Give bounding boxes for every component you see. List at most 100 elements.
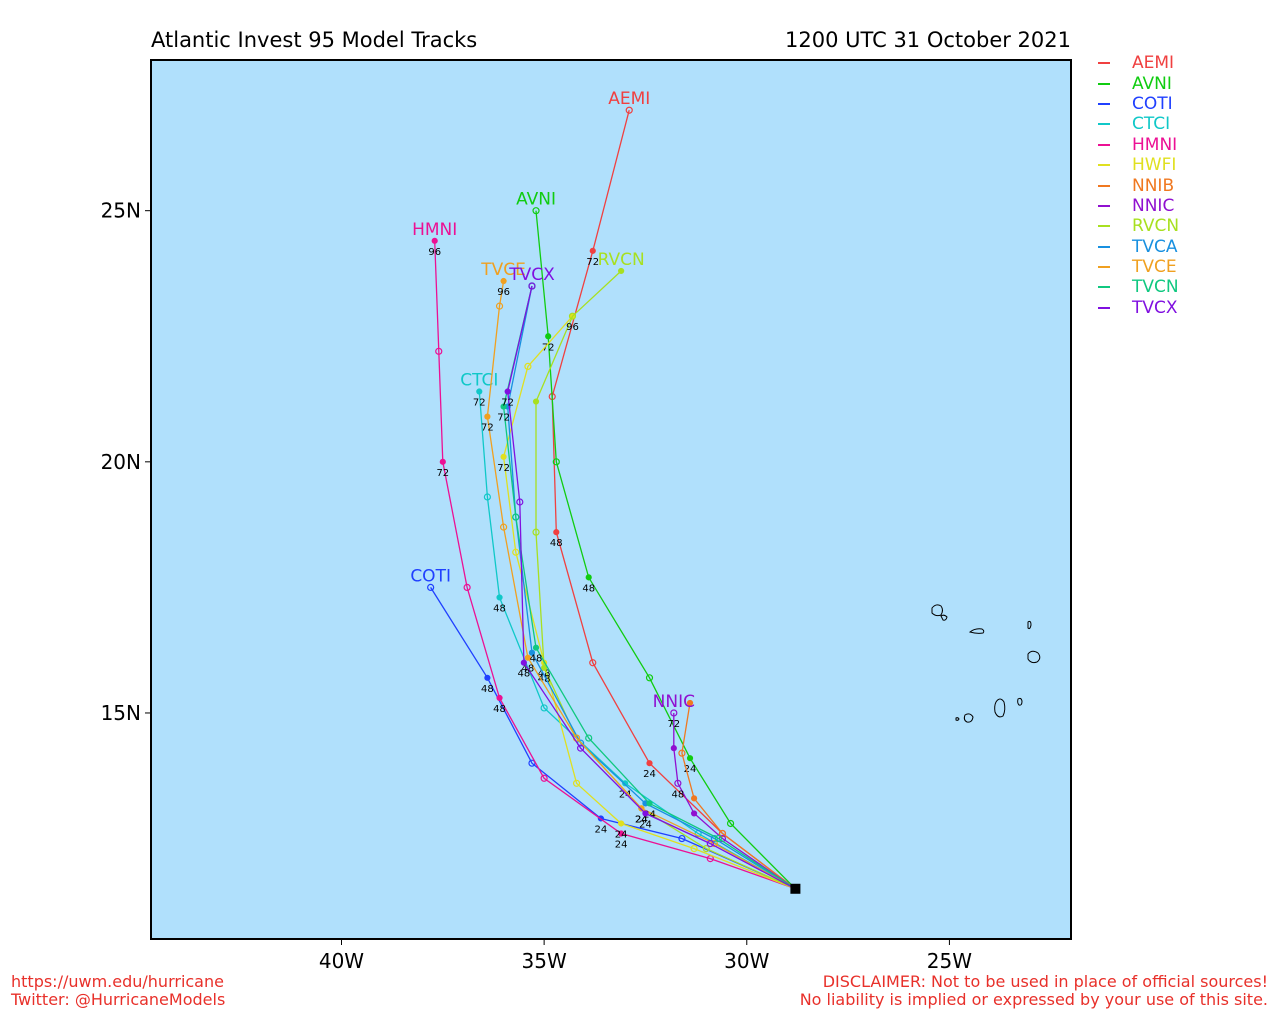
forecast-point: [528, 282, 536, 290]
legend-item-rvcn: RVCN: [1098, 216, 1179, 236]
legend-label: HMNI: [1132, 134, 1178, 155]
forecast-point: [500, 403, 507, 410]
forecast-point: [524, 654, 532, 661]
legend-swatch: [1098, 143, 1110, 146]
track-line: [430, 587, 796, 890]
forecast-hour-label: 72: [473, 398, 486, 409]
forecast-hour-label: 24: [639, 819, 652, 830]
legend-label: RVCN: [1132, 216, 1180, 237]
forecast-point: [674, 779, 682, 787]
lon-tick-label: 40W: [319, 949, 364, 973]
map-frame: [150, 59, 1072, 940]
forecast-point: [532, 398, 540, 405]
legend-label: NNIB: [1132, 175, 1175, 196]
island-santiago: [994, 698, 1006, 718]
track-line: [502, 285, 796, 890]
forecast-point: [718, 829, 727, 838]
forecast-point: [495, 302, 504, 310]
forecast-hour-label: 72: [586, 257, 599, 268]
forecast-hour-label: 24: [643, 769, 656, 780]
legend-label: CTCI: [1132, 114, 1171, 135]
forecast-point: [690, 795, 698, 802]
forecast-hour-label: 72: [497, 413, 510, 424]
forecast-point: [500, 453, 507, 460]
forecast-hour-label: 48: [538, 674, 551, 685]
track-aemi: 24 48 72 AEMI: [548, 89, 796, 890]
forecast-point: [476, 388, 483, 395]
legend-swatch: [1098, 102, 1110, 105]
legend-item-hmni: HMNI: [1098, 135, 1179, 155]
forecast-hour-label: 72: [542, 342, 555, 353]
forecast-point: [638, 805, 645, 812]
track-end-label: RVCN: [598, 250, 645, 270]
legend-label: AVNI: [1132, 73, 1172, 94]
forecast-hour-label: 48: [493, 603, 506, 614]
track-end-label: AEMI: [608, 89, 650, 109]
forecast-point: [540, 774, 548, 782]
legend-label: TVCX: [1132, 297, 1178, 318]
track-end-label: COTI: [410, 566, 451, 586]
track-avni: 24 48 72 AVNI: [516, 190, 796, 890]
forecast-point: [541, 664, 548, 671]
footer-url[interactable]: https://uwm.edu/hurricane: [11, 972, 224, 991]
legend-label: TVCN: [1132, 277, 1179, 298]
track-end-label: TVCX: [508, 265, 555, 285]
legend-item-hwfi: HWFI: [1098, 155, 1179, 175]
island-boa-vista: [1027, 650, 1041, 664]
forecast-point: [532, 207, 540, 215]
forecast-point: [622, 780, 629, 787]
forecast-point: [528, 759, 536, 767]
legend-item-aemi: AEMI: [1098, 53, 1179, 73]
forecast-point: [496, 694, 503, 702]
track-hmni: 24 48 72 96 HMNI: [412, 220, 796, 890]
forecast-hour-label: 24: [615, 829, 628, 840]
forecast-point: [618, 267, 625, 275]
forecast-point: [500, 277, 507, 285]
legend-item-avni: AVNI: [1098, 73, 1179, 94]
forecast-point: [545, 333, 552, 340]
island-maio: [1017, 697, 1023, 706]
track-end-label: CTCI: [460, 371, 498, 391]
lat-tick-label: 20N: [101, 450, 141, 474]
island-sao-nicolau: [968, 628, 985, 634]
track-end-label: TVCE: [480, 260, 526, 280]
legend-label: HWFI: [1132, 155, 1177, 176]
lon-tick-label: 25W: [927, 949, 972, 973]
legend-item-tvce: TVCE: [1098, 257, 1179, 277]
forecast-point: [686, 755, 694, 762]
legend-label: NNIC: [1132, 195, 1175, 216]
footer-twitter[interactable]: Twitter: @HurricaneModels: [11, 990, 226, 1009]
legend-item-ctci: CTCI: [1098, 114, 1179, 134]
lat-tick-label: 15N: [101, 701, 141, 725]
forecast-hour-label: 24: [684, 764, 697, 775]
forecast-hour-label: 48: [672, 789, 685, 800]
forecast-hour-label: 72: [501, 398, 514, 409]
lon-tick-label: 30W: [724, 949, 769, 973]
forecast-hour-label: 48: [530, 654, 543, 665]
legend-swatch: [1098, 62, 1110, 65]
footer-credits: https://uwm.edu/hurricane Twitter: @Hurr…: [11, 973, 225, 1009]
forecast-point: [504, 388, 511, 395]
track-nnib: [678, 699, 796, 890]
forecast-hour-label: 48: [493, 704, 506, 715]
forecast-point: [678, 749, 686, 757]
forecast-point: [646, 760, 653, 767]
cape-verde-islands: [931, 604, 1041, 723]
track-line: [673, 713, 796, 890]
forecast-point: [512, 513, 520, 521]
forecast-hour-label: 72: [436, 468, 449, 479]
forecast-hour-label: 48: [550, 538, 563, 549]
forecast-point: [496, 594, 503, 601]
forecast-point: [540, 704, 548, 712]
forecast-point: [690, 810, 698, 817]
tracks-layer: 244872AEMI244872AVNI2448COTI244872CTCI24…: [410, 89, 801, 894]
forecast-point: [618, 830, 625, 837]
island-sal: [1027, 620, 1032, 630]
track-end-label: NNIC: [653, 692, 695, 712]
forecast-point: [528, 649, 536, 656]
forecast-hour-label: 24: [595, 824, 608, 835]
lon-tick-label: 35W: [522, 949, 567, 973]
forecast-hour-label: 24: [615, 840, 628, 851]
